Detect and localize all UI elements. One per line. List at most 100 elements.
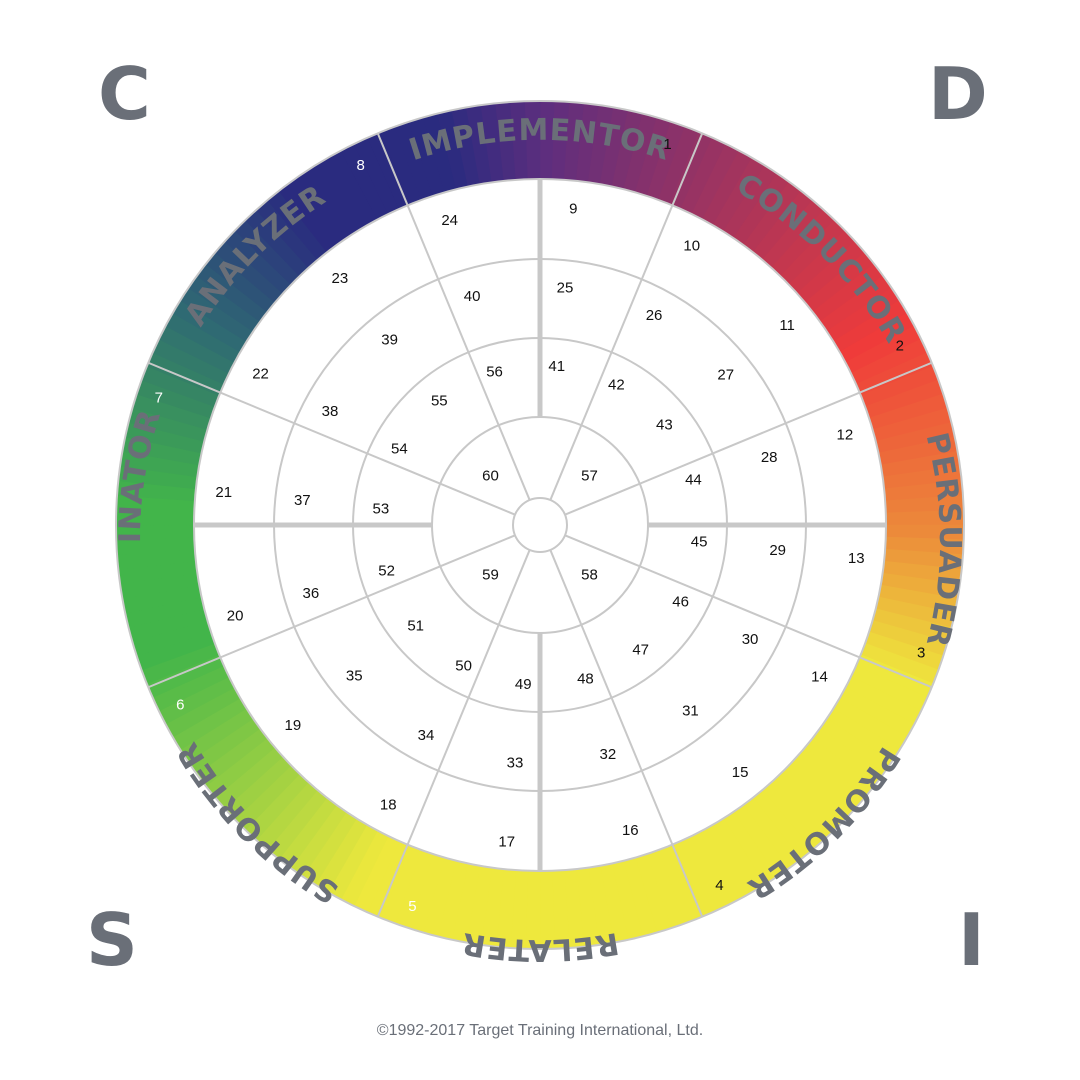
band-segment xyxy=(646,850,686,929)
band-segment xyxy=(623,113,658,193)
band-segment xyxy=(245,209,309,277)
band-segment xyxy=(165,312,241,363)
band-segment xyxy=(855,654,934,698)
band-segment xyxy=(340,143,389,220)
band-segment xyxy=(422,113,457,193)
band-segment xyxy=(466,105,493,185)
band-segment xyxy=(132,620,212,657)
cell-number-23: 23 xyxy=(332,270,349,287)
band-segment xyxy=(865,379,944,419)
cell-number-36: 36 xyxy=(302,585,319,602)
band-segment xyxy=(680,137,727,215)
cell-number-19: 19 xyxy=(285,717,302,734)
cell-number-16: 16 xyxy=(622,822,639,839)
band-segment xyxy=(833,300,908,353)
band-segment xyxy=(380,126,422,205)
outer-ring xyxy=(115,100,965,950)
corner-letter-d: D xyxy=(928,52,988,136)
corner-letter-s: S xyxy=(86,898,138,982)
cell-number-56: 56 xyxy=(486,364,503,381)
band-segment xyxy=(466,865,493,945)
cell-number-52: 52 xyxy=(378,562,395,579)
band-segment xyxy=(819,718,892,775)
band-segment xyxy=(117,480,196,502)
band-segment xyxy=(180,708,254,763)
band-segment xyxy=(125,596,205,628)
band-segment xyxy=(136,631,215,671)
band-segment xyxy=(882,465,962,490)
band-segment xyxy=(712,157,765,232)
band-segment xyxy=(669,131,713,210)
cell-number-49: 49 xyxy=(515,676,532,693)
cell-number-14: 14 xyxy=(811,669,828,686)
band-segment xyxy=(188,275,261,332)
band-segment xyxy=(172,697,247,750)
band-segment xyxy=(267,789,328,860)
cell-number-54: 54 xyxy=(391,441,408,458)
cell-number-11: 11 xyxy=(779,317,795,334)
band-segment xyxy=(152,665,230,712)
cell-number-50: 50 xyxy=(455,658,472,675)
band-segment xyxy=(826,708,900,763)
color-band xyxy=(116,101,964,949)
band-segment xyxy=(278,797,337,869)
band-segment xyxy=(878,584,958,614)
band-segment xyxy=(128,608,208,643)
style-number-3: 3 xyxy=(917,645,925,662)
band-segment xyxy=(524,101,541,180)
band-segment xyxy=(563,869,585,948)
style-number-5: 5 xyxy=(408,898,416,915)
cell-number-15: 15 xyxy=(732,764,749,781)
band-segment xyxy=(702,150,753,226)
style-boundary-line xyxy=(564,534,933,689)
band-segment xyxy=(599,107,629,187)
band-segment xyxy=(839,687,915,738)
band-segment xyxy=(353,137,400,215)
band-segment xyxy=(480,867,505,947)
band-segment xyxy=(120,572,200,599)
style-boundary-line xyxy=(147,534,516,689)
band-segment xyxy=(796,747,866,809)
cell-number-32: 32 xyxy=(600,746,617,763)
band-segment xyxy=(539,101,556,180)
cell-numbers: 9 10 11 12 13 14 15 16 17 18 19 20 21 22 23 24 25 26 27 28 2… xyxy=(215,201,864,851)
band-segment xyxy=(875,596,955,628)
band-segment xyxy=(117,548,196,570)
band-segment xyxy=(575,867,600,947)
cell-number-33: 33 xyxy=(507,755,524,772)
band-segment xyxy=(234,219,300,285)
band-segment xyxy=(884,480,963,502)
center-hub xyxy=(512,497,568,553)
band-segment xyxy=(599,863,629,943)
band-segment xyxy=(495,102,517,181)
band-segment xyxy=(380,845,422,924)
band-segment xyxy=(118,560,198,585)
band-segment xyxy=(408,853,445,933)
style-number-6: 6 xyxy=(176,696,184,713)
band-segment xyxy=(302,811,357,885)
band-segment xyxy=(845,676,922,725)
band-segment xyxy=(302,165,357,239)
band-segment xyxy=(116,524,195,541)
cell-number-21: 21 xyxy=(215,484,232,501)
style-boundary-line xyxy=(564,361,933,516)
wheel-grid xyxy=(115,100,965,950)
cell-number-12: 12 xyxy=(837,427,854,444)
band-segment xyxy=(256,781,318,851)
band-segment xyxy=(788,230,856,294)
cell-number-26: 26 xyxy=(646,307,663,324)
band-segment xyxy=(819,275,892,332)
band-segment xyxy=(394,121,434,200)
band-segment xyxy=(205,252,276,313)
band-segment xyxy=(141,365,220,407)
band-segment xyxy=(712,818,765,893)
cell-number-53: 53 xyxy=(373,500,390,517)
band-segment xyxy=(669,840,713,919)
band-segment xyxy=(480,103,505,183)
cell-number-48: 48 xyxy=(577,670,594,687)
cell-number-24: 24 xyxy=(441,212,458,229)
band-segment xyxy=(788,756,856,820)
style-boundary-line xyxy=(549,549,704,918)
band-segment xyxy=(635,117,672,197)
